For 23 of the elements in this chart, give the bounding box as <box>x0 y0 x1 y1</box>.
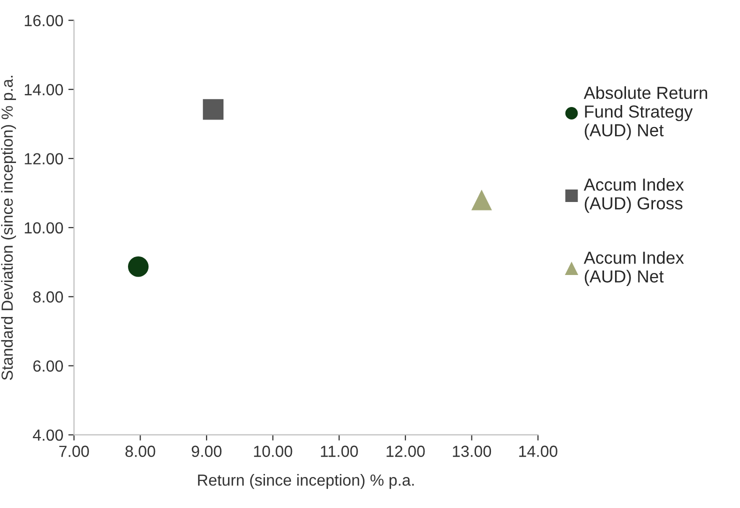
y-tick-label: 10.00 <box>24 222 63 234</box>
point <box>202 99 224 120</box>
y-tick-label: 12.00 <box>24 153 63 164</box>
x-tick-label: 8.00 <box>125 446 156 457</box>
x-tick-label: 12.00 <box>386 446 425 457</box>
y-tick-label: 16.00 <box>24 14 63 26</box>
x-tick-label: 11.00 <box>320 446 358 457</box>
x-tick-label: 9.00 <box>192 446 222 457</box>
y-tick-label: 14.00 <box>24 84 63 96</box>
x-tick-label: 14.00 <box>519 446 558 457</box>
legend-label: Accum Index (AUD) Net <box>584 251 684 286</box>
point <box>471 190 492 210</box>
x-tick-label: 7.00 <box>59 446 89 457</box>
point <box>128 256 149 277</box>
y-tick-label: 8.00 <box>33 291 63 303</box>
x-tick-label: 10.00 <box>254 446 292 457</box>
x-tick-label: 13.00 <box>452 446 492 457</box>
legend-label: Absolute Return Fund Strategy (AUD) Net <box>584 86 708 140</box>
x-axis-title: Return (since inception) % p.a. <box>198 474 414 489</box>
legend-label: Accum Index (AUD) Gross <box>584 178 684 213</box>
y-tick-label: 4.00 <box>32 429 63 441</box>
y-tick-label: 6.00 <box>33 360 63 372</box>
y-axis-title: Standard Deviation (since inception) % p.a. <box>1 76 16 380</box>
